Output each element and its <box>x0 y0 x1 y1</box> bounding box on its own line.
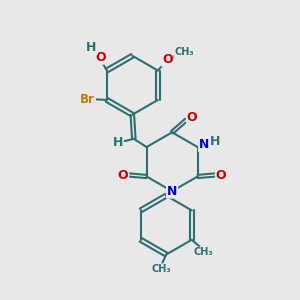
Text: CH₃: CH₃ <box>193 247 213 257</box>
Text: N: N <box>199 138 209 151</box>
Text: H: H <box>112 136 123 149</box>
Text: Br: Br <box>80 93 95 106</box>
Text: CH₃: CH₃ <box>175 47 194 57</box>
Text: O: O <box>187 110 197 124</box>
Text: CH₃: CH₃ <box>151 264 171 274</box>
Text: O: O <box>162 53 172 66</box>
Text: O: O <box>95 51 106 64</box>
Text: H: H <box>86 41 97 54</box>
Text: H: H <box>209 135 220 148</box>
Text: N: N <box>167 185 177 198</box>
Text: O: O <box>118 169 128 182</box>
Text: O: O <box>216 169 226 182</box>
